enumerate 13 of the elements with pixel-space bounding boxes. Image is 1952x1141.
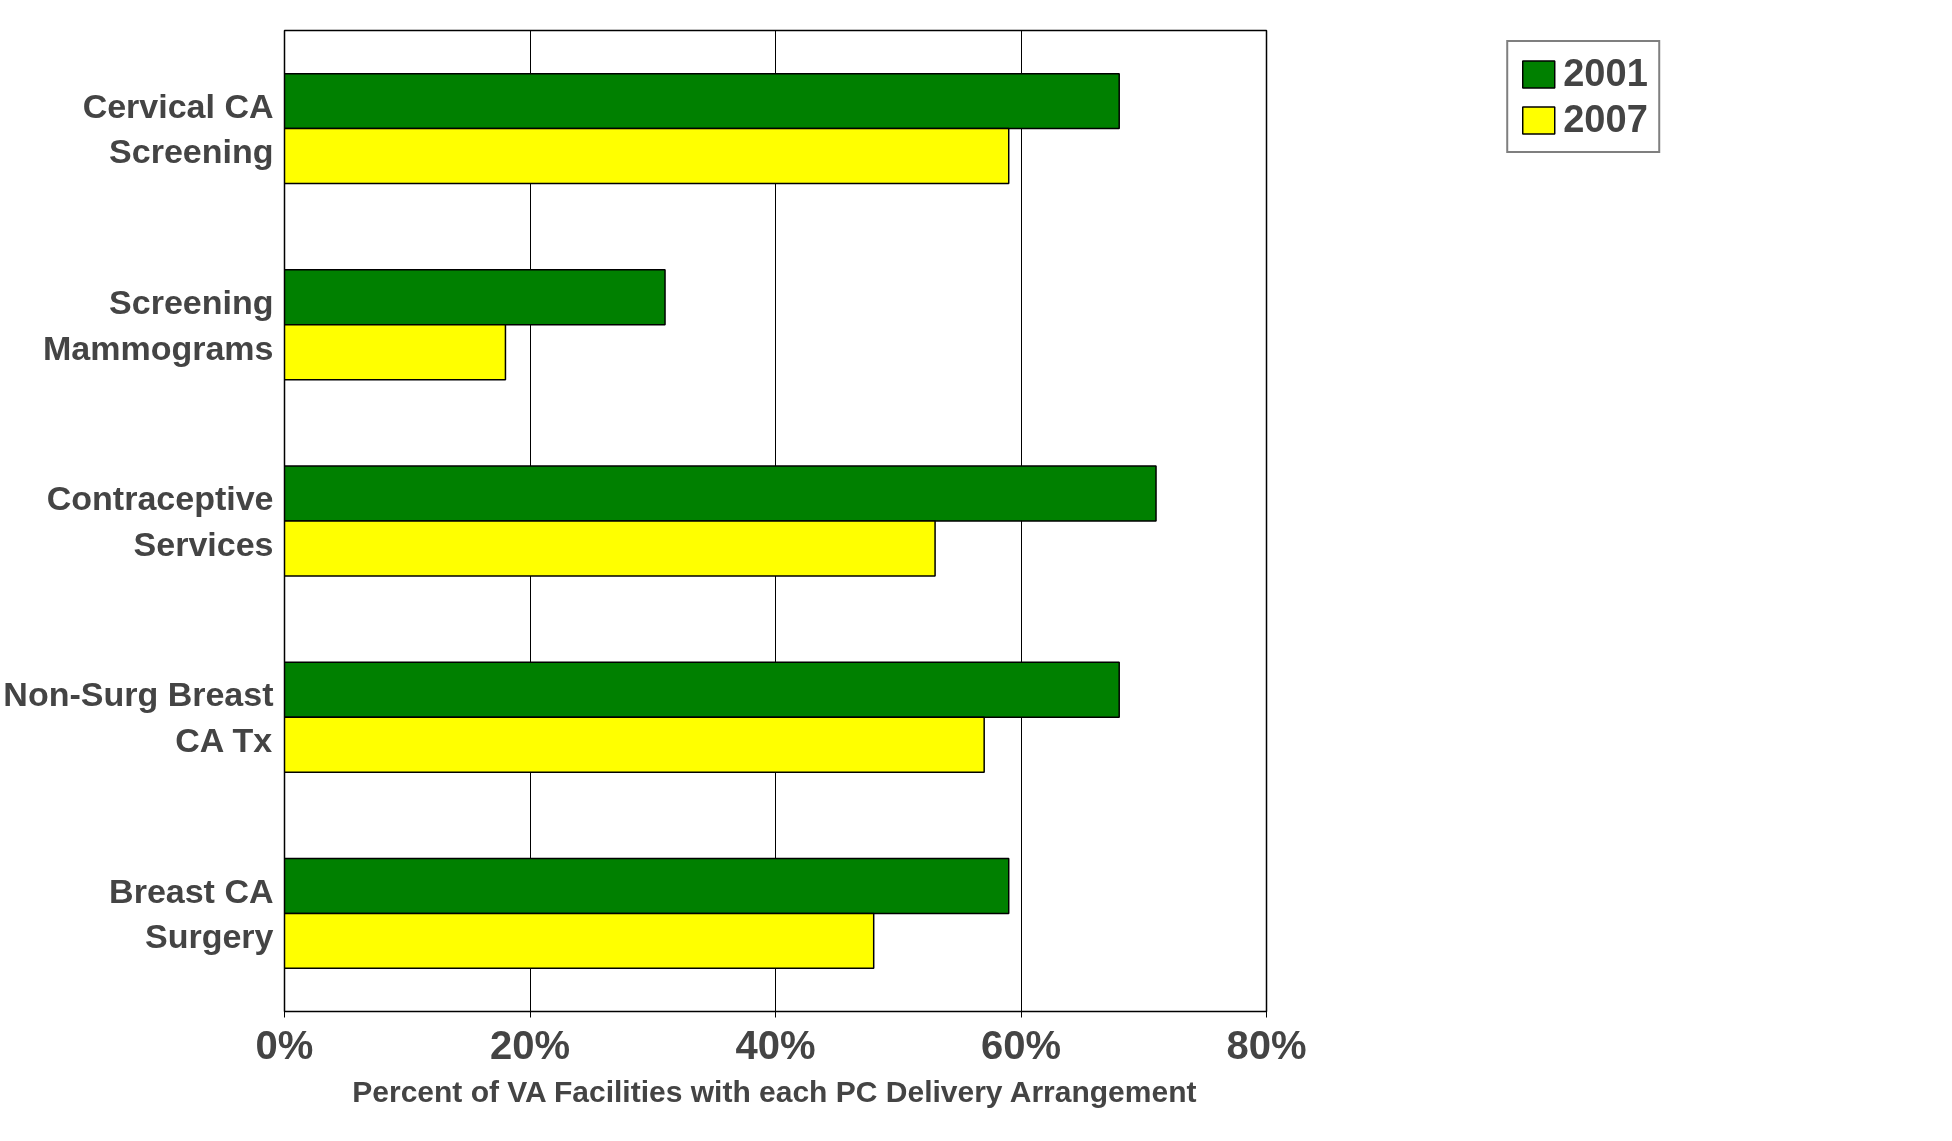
y-tick-label: Breast CA Surgery [109, 871, 274, 956]
x-tick-label: 80% [1226, 1022, 1307, 1067]
x-tick-label: 0% [255, 1022, 314, 1067]
y-tick-label: Non-Surg Breast CA Tx [3, 675, 274, 759]
x-tick-label: 20% [489, 1022, 571, 1067]
x-tick-label: 40% [735, 1022, 816, 1067]
legend-label: 2007 [1563, 98, 1648, 141]
legend-label: 2001 [1563, 52, 1648, 95]
y-tick-label: Screening Mammograms [42, 283, 274, 367]
y-tick-label: Contraceptive Services [46, 479, 274, 563]
x-axis-title: Percent of VA Facilities with each PC Delivery Arrangement [352, 1074, 1197, 1108]
x-tick-label: 60% [980, 1022, 1062, 1067]
y-tick-label: Cervical CA Screening [82, 86, 274, 171]
